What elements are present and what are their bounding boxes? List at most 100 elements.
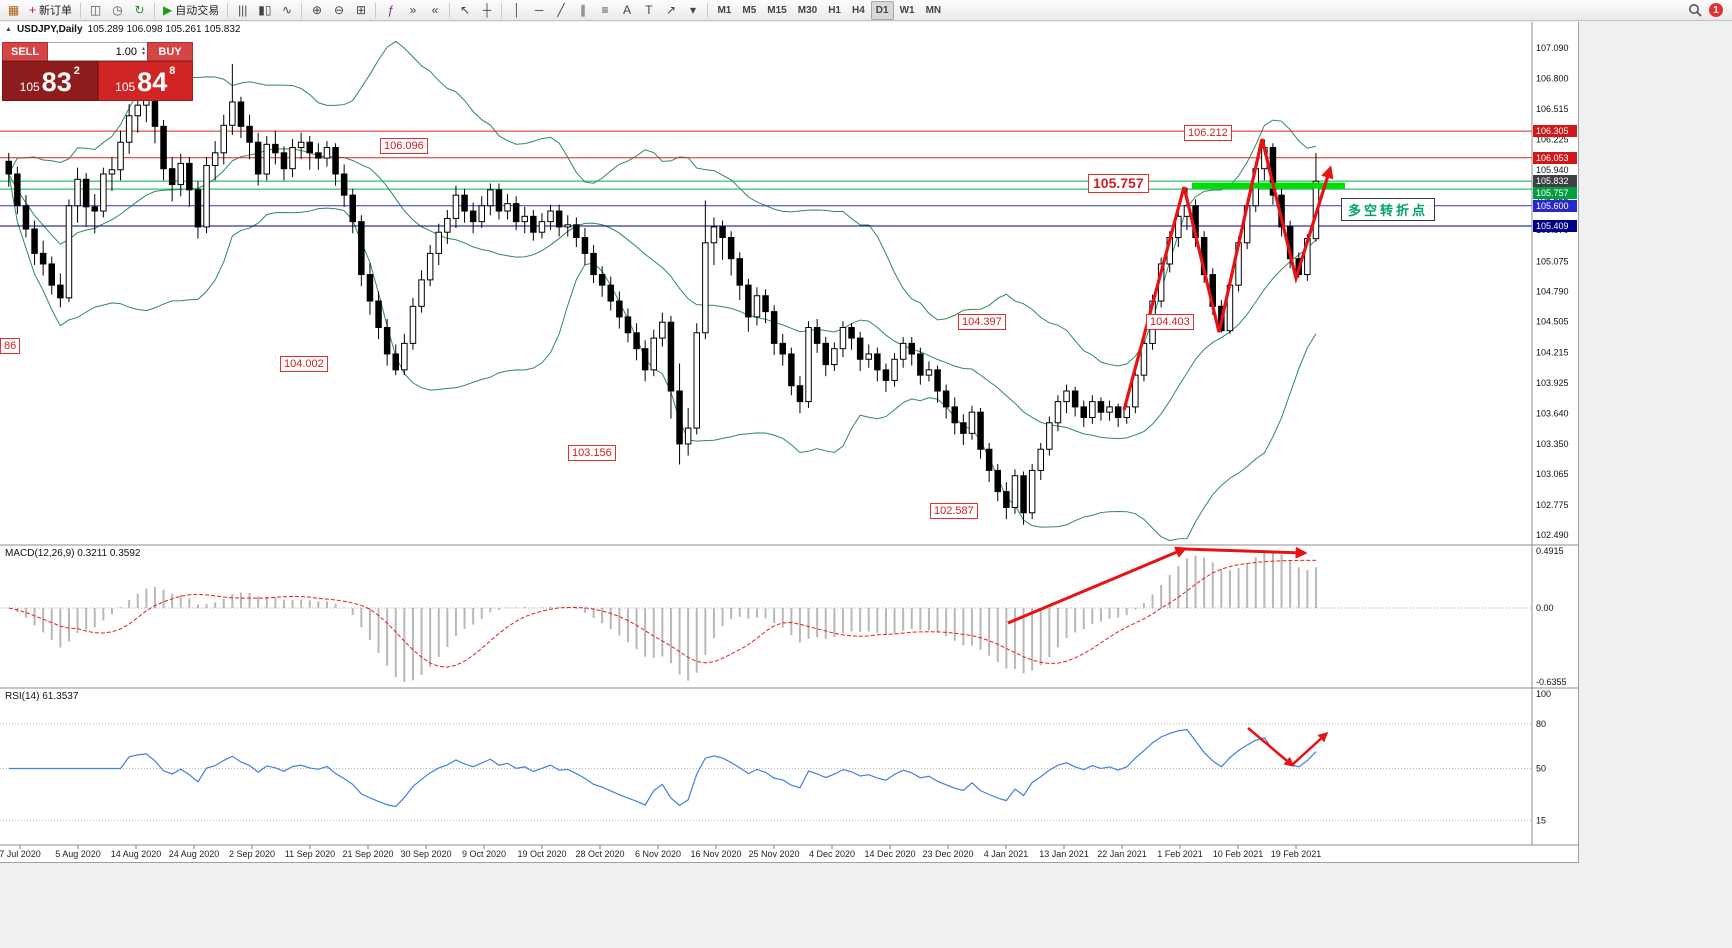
timeframe-w1[interactable]: W1	[895, 1, 920, 20]
calendar-button[interactable]: ◷	[107, 1, 128, 20]
sell-price-prefix: 105	[19, 80, 40, 94]
toolbar: ▦ + 新订单 ◫ ◷ ↻ ▶ 自动交易 ||| ▮▯ ∿ ⊕ ⊖ ⊞ ƒ » « ↖ ┼ │ ─ ╱ ∥ ≡ A T ↗ ▾ M1 M5…	[0, 0, 1732, 21]
arrows-button[interactable]: ↗	[660, 1, 681, 20]
zoom-out-button[interactable]: ⊖	[328, 1, 349, 20]
bar-chart-icon: |||	[238, 3, 248, 17]
svg-text:105.409: 105.409	[1536, 221, 1569, 231]
volume-up-icon[interactable]: ▴	[141, 45, 145, 52]
timeframe-m30[interactable]: M30	[793, 1, 822, 20]
timeframe-d1[interactable]: D1	[870, 0, 894, 20]
timeframe-h1[interactable]: H1	[823, 1, 846, 20]
chart-canvas[interactable]: 107.090 106.800 106.515 106.225 105.940 105.6…	[0, 22, 1578, 862]
market-depth-button[interactable]: ◫	[85, 1, 106, 20]
price-axis[interactable]: 107.090 106.800 106.515 106.225 105.940 105.6…	[1533, 43, 1577, 826]
chart-symbol: USDJPY,Daily	[16, 24, 83, 35]
candles-layer	[5, 63, 1320, 525]
crosshair-button[interactable]: ┼	[476, 1, 497, 20]
vertical-line-icon: │	[513, 3, 521, 17]
one-click-trading-panel: SELL ▴ ▾ BUY 105 83 2 105 84 8	[2, 42, 193, 101]
search-icon[interactable]	[1688, 3, 1702, 17]
timeframe-mn[interactable]: MN	[921, 1, 947, 20]
candlestick-button[interactable]: ▮▯	[254, 1, 275, 20]
svg-text:23 Dec 2020: 23 Dec 2020	[922, 849, 973, 859]
bar-chart-button[interactable]: |||	[232, 1, 253, 20]
svg-text:6 Nov 2020: 6 Nov 2020	[635, 849, 681, 859]
volume-down-icon[interactable]: ▾	[141, 50, 145, 57]
text-button[interactable]: A	[616, 1, 637, 20]
charts-window-icon: ▦	[7, 3, 20, 17]
bollinger-bands-layer	[8, 40, 1317, 542]
buy-price-prefix: 105	[115, 80, 136, 94]
svg-text:-0.6355: -0.6355	[1536, 677, 1567, 687]
date-axis[interactable]: 7 Jul 2020 5 Aug 2020 14 Aug 2020 24 Aug 20…	[0, 845, 1321, 859]
buy-price-big: 84	[137, 67, 168, 97]
svg-text:106.225: 106.225	[1536, 135, 1569, 145]
volume-box: ▴ ▾	[48, 42, 147, 61]
svg-text:102.490: 102.490	[1536, 530, 1569, 540]
svg-text:14 Dec 2020: 14 Dec 2020	[864, 849, 915, 859]
svg-text:103.640: 103.640	[1536, 408, 1569, 418]
tile-windows-button[interactable]: ⊞	[350, 1, 371, 20]
macd-indicator-label: MACD(12,26,9) 0.3211 0.3592	[5, 548, 141, 559]
candlestick-icon: ▮▯	[258, 3, 272, 17]
auto-scroll-icon: »	[409, 3, 417, 17]
zoom-in-button[interactable]: ⊕	[306, 1, 327, 20]
pane-separators	[0, 22, 1578, 846]
timeframe-m5[interactable]: M5	[737, 1, 761, 20]
new-order-button-label: 新订单	[39, 5, 73, 17]
fibonacci-button[interactable]: ≡	[594, 1, 615, 20]
volume-input[interactable]	[72, 44, 139, 59]
svg-text:105.940: 105.940	[1536, 165, 1569, 175]
indicators-button[interactable]: ƒ	[380, 1, 401, 20]
crosshair-icon: ┼	[482, 3, 492, 17]
svg-text:0.4915: 0.4915	[1536, 546, 1564, 556]
svg-text:105.655: 105.655	[1536, 195, 1569, 205]
charts-window-button[interactable]: ▦	[3, 1, 24, 20]
channel-button[interactable]: ∥	[572, 1, 593, 20]
timeframe-m15[interactable]: M15	[762, 1, 791, 20]
buy-price-sup: 8	[169, 65, 176, 77]
turning-point-note: 多空转折点	[1341, 198, 1436, 221]
refresh-button[interactable]: ↻	[129, 1, 150, 20]
autotrading-button[interactable]: ▶ 自动交易	[159, 1, 223, 20]
autotrading-button-label: 自动交易	[175, 5, 220, 17]
notification-badge[interactable]: 1	[1709, 3, 1723, 17]
objects-icon: ▾	[689, 3, 696, 17]
line-chart-button[interactable]: ∿	[276, 1, 297, 20]
auto-scroll-button[interactable]: »	[402, 1, 423, 20]
buy-button[interactable]: BUY	[147, 42, 193, 61]
svg-text:11 Sep 2020: 11 Sep 2020	[285, 849, 335, 859]
svg-text:22 Jan 2021: 22 Jan 2021	[1097, 849, 1147, 859]
refresh-icon: ↻	[134, 3, 145, 17]
toolbar-separator	[501, 2, 503, 18]
trendline-button[interactable]: ╱	[550, 1, 571, 20]
svg-text:50: 50	[1536, 764, 1546, 774]
objects-dropdown[interactable]: ▾	[682, 1, 703, 20]
svg-text:15: 15	[1536, 816, 1546, 826]
vertical-line-button[interactable]: │	[506, 1, 527, 20]
toolbar-separator	[80, 2, 82, 18]
zoom-out-icon: ⊖	[333, 3, 344, 17]
svg-text:19 Oct 2020: 19 Oct 2020	[517, 849, 566, 859]
horizontal-line-button[interactable]: ─	[528, 1, 549, 20]
svg-text:105.832: 105.832	[1536, 176, 1569, 186]
buy-price[interactable]: 105 84 8	[97, 61, 193, 101]
sell-price[interactable]: 105 83 2	[2, 61, 98, 101]
toolbar-separator	[227, 2, 229, 18]
arrows-icon: ↗	[665, 3, 676, 17]
new-order-button[interactable]: + 新订单	[25, 1, 76, 20]
price-callout: 103.156	[568, 445, 616, 461]
sell-button[interactable]: SELL	[2, 42, 48, 61]
collapse-icon[interactable]: ▲	[5, 26, 12, 33]
timeframe-h4[interactable]: H4	[847, 1, 870, 20]
label-button[interactable]: T	[638, 1, 659, 20]
svg-text:21 Sep 2020: 21 Sep 2020	[342, 849, 393, 859]
svg-text:105.600: 105.600	[1536, 201, 1569, 211]
timeframe-m1[interactable]: M1	[712, 1, 736, 20]
horizontal-line-icon: ─	[534, 3, 544, 17]
svg-text:30 Sep 2020: 30 Sep 2020	[400, 849, 451, 859]
chart-shift-button[interactable]: «	[424, 1, 445, 20]
chart-ohlc: 105.289 106.098 105.261 105.832	[87, 24, 241, 35]
chart-window: 107.090 106.800 106.515 106.225 105.940 105.6…	[0, 22, 1579, 863]
cursor-button[interactable]: ↖	[454, 1, 475, 20]
